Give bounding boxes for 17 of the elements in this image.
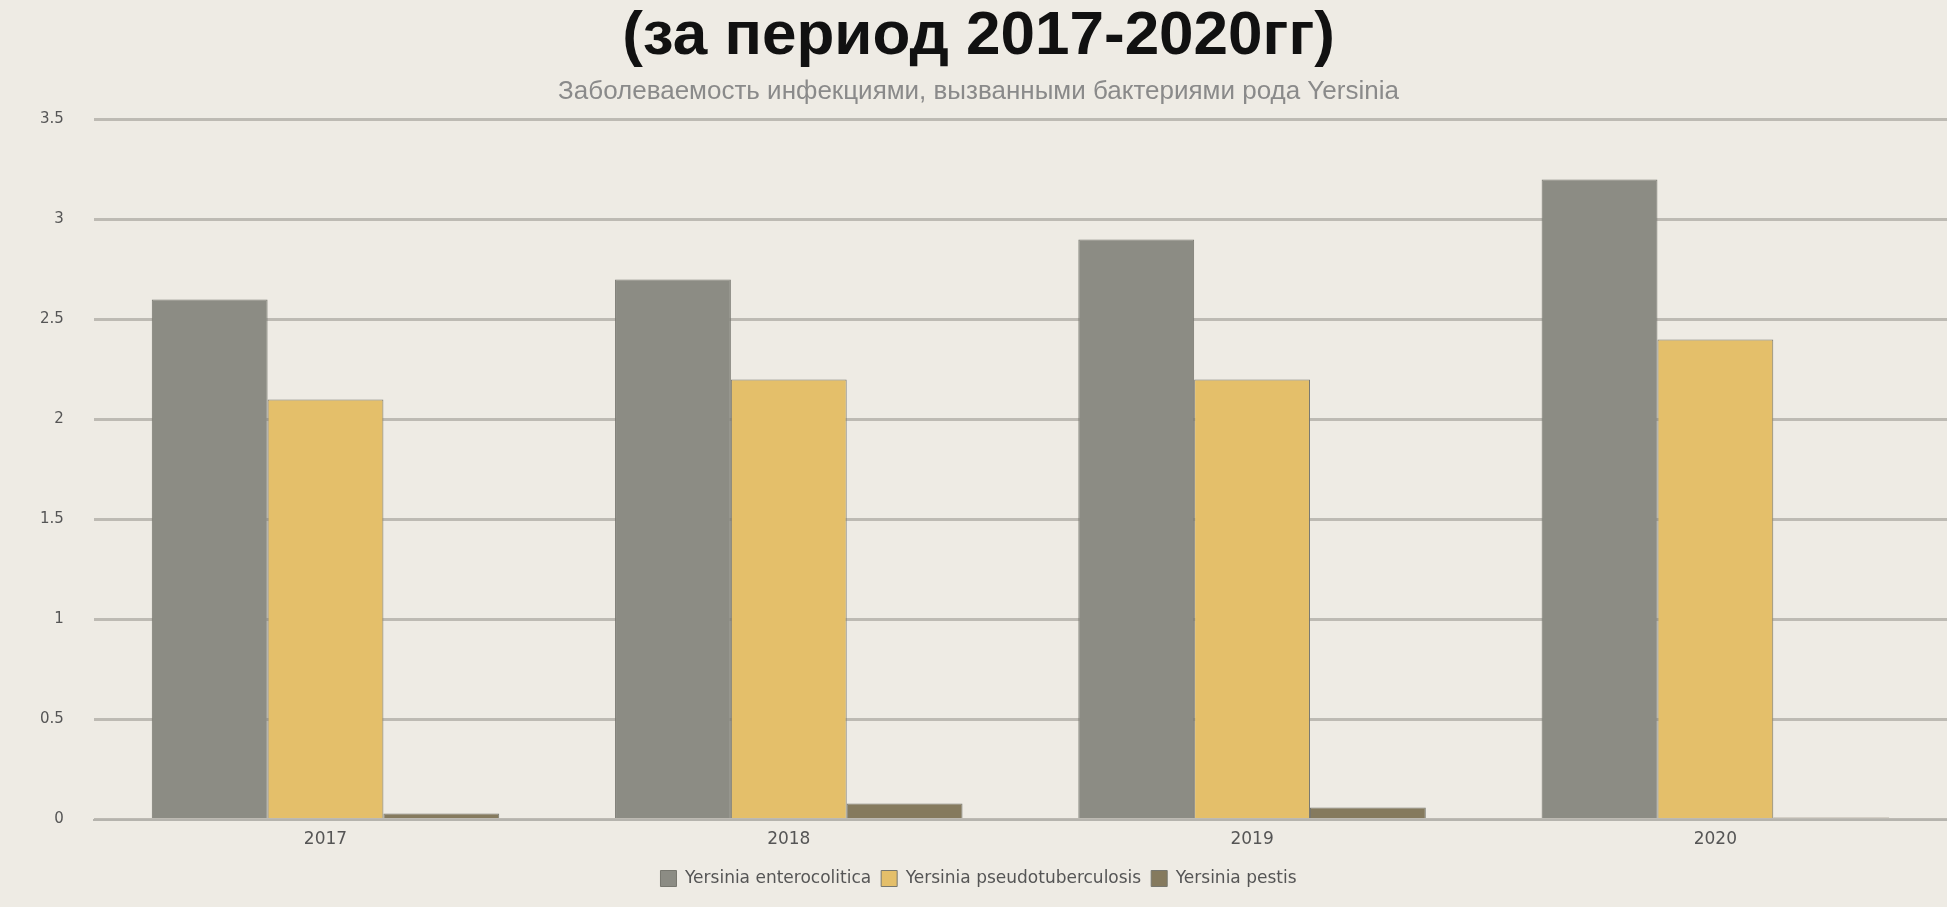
y-tick-label: 3.5 — [40, 109, 64, 128]
x-tick-label: 2018 — [767, 828, 811, 849]
x-tick-label: 2019 — [1230, 828, 1274, 849]
y-tick-label: 2.5 — [40, 309, 64, 328]
y-tick-label: 2 — [54, 409, 64, 428]
legend-label: Yersinia pestis — [1174, 866, 1297, 887]
legend-label: Yersinia enterocolitica — [683, 866, 872, 887]
y-tick-label: 1 — [54, 609, 64, 628]
legend-label: Yersinia pseudotuberculosis — [904, 866, 1142, 887]
y-tick-label: 0.5 — [40, 709, 64, 728]
x-tick-label: 2020 — [1693, 828, 1737, 849]
y-tick-label: 0 — [54, 809, 64, 828]
y-tick-label: 1.5 — [40, 509, 64, 528]
x-tick-label: 2017 — [303, 828, 348, 849]
chart-subtitle: Заболеваемость инфекциями, вызванными бактериями рода Yersinia — [558, 75, 1400, 106]
chart-title: (за период 2017-2020гг) — [622, 0, 1335, 68]
y-tick-label: 3 — [54, 209, 64, 228]
